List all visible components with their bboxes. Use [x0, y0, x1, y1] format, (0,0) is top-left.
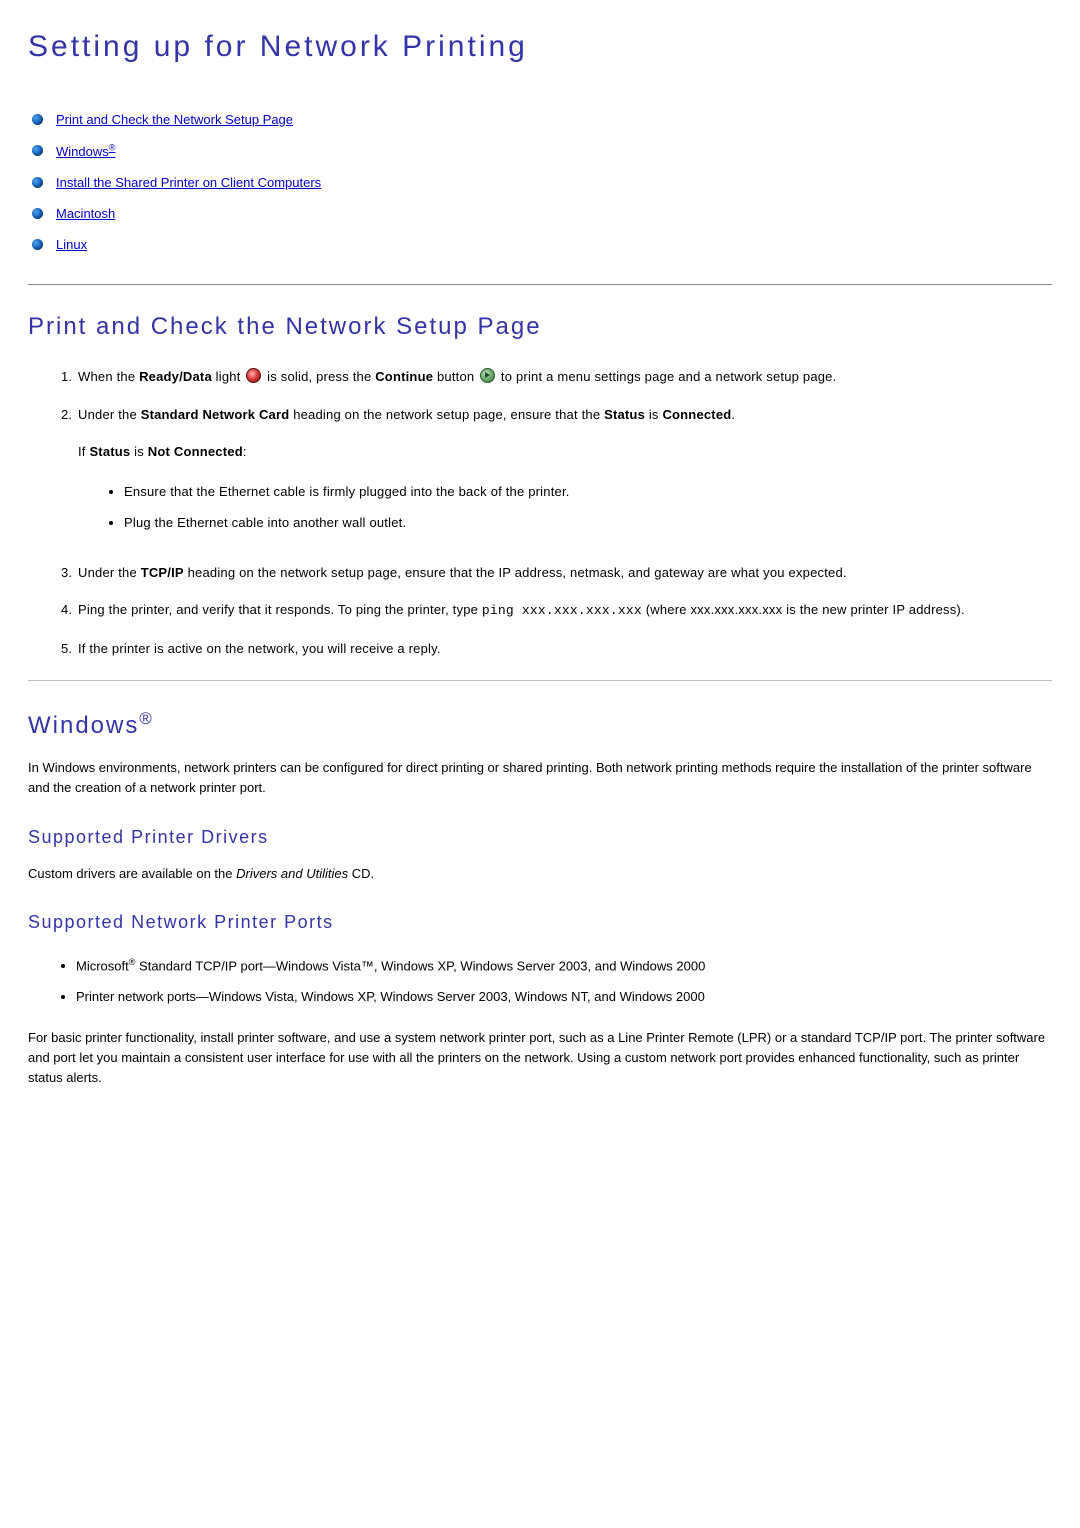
- toc-link-install-shared[interactable]: Install the Shared Printer on Client Com…: [56, 175, 321, 190]
- toc-link-windows[interactable]: Windows®: [56, 144, 115, 159]
- subheading-ports: Supported Network Printer Ports: [28, 912, 1052, 933]
- sub-list: Ensure that the Ethernet cable is firmly…: [78, 476, 1052, 539]
- sub-item-2: Plug the Ethernet cable into another wal…: [124, 507, 1052, 539]
- windows-intro: In Windows environments, network printer…: [28, 758, 1052, 798]
- steps-list: When the Ready/Data light is solid, pres…: [28, 359, 1052, 668]
- continue-button-icon: [480, 368, 495, 383]
- step-3: Under the TCP/IP heading on the network …: [76, 555, 1052, 593]
- divider: [28, 284, 1052, 285]
- toc-link-linux[interactable]: Linux: [56, 237, 87, 252]
- toc-list: Print and Check the Network Setup Page W…: [28, 104, 1052, 260]
- ready-data-light-icon: [246, 368, 261, 383]
- port-item-1: Microsoft® Standard TCP/IP port—Windows …: [76, 949, 1052, 981]
- sub-item-1: Ensure that the Ethernet cable is firmly…: [124, 476, 1052, 508]
- ports-outro: For basic printer functionality, install…: [28, 1028, 1052, 1088]
- if-status-not-connected: If Status is Not Connected:: [78, 442, 1052, 462]
- step-5: If the printer is active on the network,…: [76, 631, 1052, 669]
- step-2: Under the Standard Network Card heading …: [76, 397, 1052, 555]
- page-title: Setting up for Network Printing: [28, 30, 1052, 64]
- section-heading-print-check: Print and Check the Network Setup Page: [28, 313, 1052, 341]
- ping-command: ping xxx.xxx.xxx.xxx: [482, 603, 642, 618]
- drivers-text: Custom drivers are available on the Driv…: [28, 864, 1052, 884]
- step-4: Ping the printer, and verify that it res…: [76, 592, 1052, 631]
- toc-link-macintosh[interactable]: Macintosh: [56, 206, 115, 221]
- port-item-2: Printer network ports—Windows Vista, Win…: [76, 981, 1052, 1012]
- section-heading-windows: Windows®: [28, 709, 1052, 740]
- ports-list: Microsoft® Standard TCP/IP port—Windows …: [28, 949, 1052, 1012]
- toc-link-network-setup[interactable]: Print and Check the Network Setup Page: [56, 112, 293, 127]
- step-1: When the Ready/Data light is solid, pres…: [76, 359, 1052, 397]
- subheading-drivers: Supported Printer Drivers: [28, 827, 1052, 848]
- divider-light: [28, 680, 1052, 681]
